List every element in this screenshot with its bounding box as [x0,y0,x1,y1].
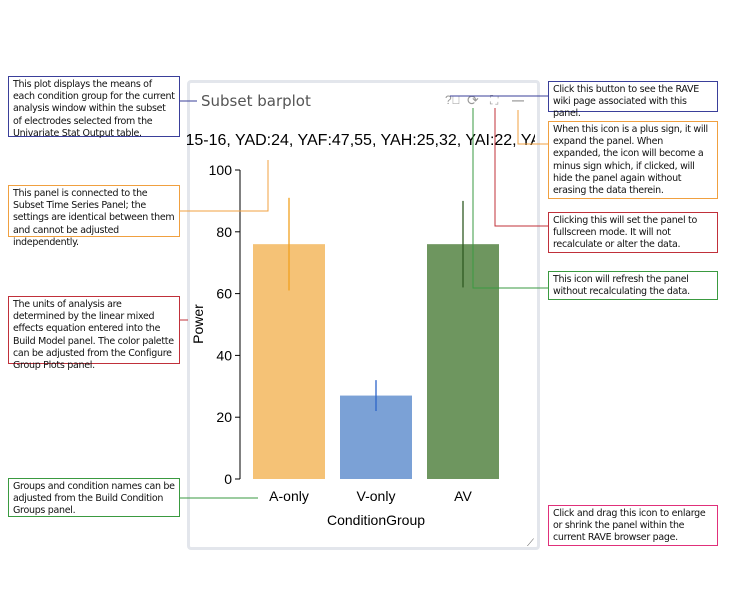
note-units: The units of analysis are determined by … [8,296,180,371]
fullscreen-icon[interactable]: ⛶ [490,93,499,107]
resize-handle-icon[interactable]: ⟋ [527,538,534,549]
connector-fullscreen [494,108,548,227]
note-connected-panel: This panel is connected to the Subset Ti… [8,185,180,248]
connector-refresh [472,108,548,289]
note-help: Click this button to see the RAVE wiki p… [548,81,718,119]
note-groups: Groups and condition names can be adjust… [8,478,180,517]
y-tick-label: 60 [216,286,232,302]
y-axis-label: Power [190,304,206,344]
note-fullscreen: Clicking this will set the panel to full… [548,212,718,253]
x-tick-label: V-only [357,488,396,504]
note-minimize: When this icon is a plus sign, it will e… [548,121,718,199]
panel-title: Subset barplot [201,92,311,110]
note-resize: Click and drag this icon to enlarge or s… [548,505,718,546]
x-tick-label: AV [454,488,472,504]
note-plot-description: This plot displays the means of each con… [8,76,180,139]
x-axis-label: ConditionGroup [327,512,425,528]
y-tick-label: 100 [209,162,233,178]
note-refresh: This icon will refresh the panel without… [548,271,718,300]
refresh-icon[interactable]: ⟳ [467,92,479,108]
electrode-subset-label: :15-16, YAD:24, YAF:47,55, YAH:25,32, YA… [187,132,535,149]
y-tick-label: 80 [216,224,232,240]
x-tick-label: A-only [269,488,309,504]
connector-minimize [517,110,548,145]
connector-subtitle [180,160,269,212]
y-tick-label: 0 [224,471,232,487]
y-tick-label: 40 [216,347,232,363]
y-tick-label: 20 [216,409,232,425]
